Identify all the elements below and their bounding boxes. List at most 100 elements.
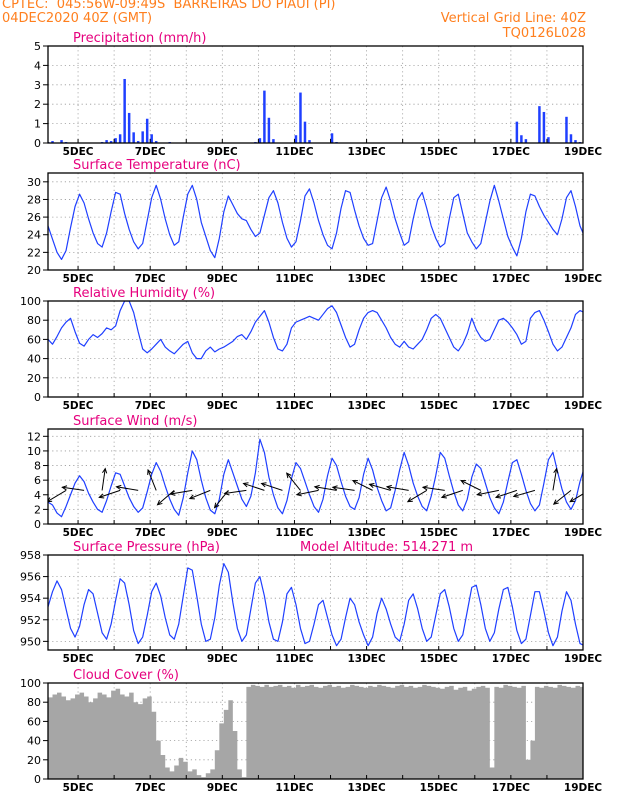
pressure-title: Surface Pressure (hPa) xyxy=(73,540,220,555)
rh-ytick-label: 100 xyxy=(20,295,41,308)
pressure-xtick-label: 5DEC xyxy=(63,653,94,665)
precip-bar xyxy=(263,90,266,143)
wind-arrow-head xyxy=(286,472,292,479)
temp-xtick-label: 13DEC xyxy=(347,273,386,285)
temp-title: Surface Temperature (nC) xyxy=(73,158,241,173)
rh-xtick-label: 11DEC xyxy=(275,400,314,412)
wind-xtick-label: 17DEC xyxy=(492,527,531,539)
temp-xtick-label: 11DEC xyxy=(275,273,314,285)
wind-xtick-label: 7DEC xyxy=(135,527,166,539)
precip-bar xyxy=(60,140,63,143)
pressure-series-line xyxy=(48,563,583,647)
wind-arrow xyxy=(62,486,85,491)
rh-xtick-label: 17DEC xyxy=(492,400,531,412)
wind-arrow-head xyxy=(102,467,108,474)
precip-ytick-label: 2 xyxy=(34,98,41,111)
wind-arrow-head xyxy=(406,497,413,503)
wind-arrow-head xyxy=(569,497,576,503)
pressure-ytick-label: 954 xyxy=(20,592,41,605)
precip-ytick-label: 1 xyxy=(34,118,41,131)
precip-bar xyxy=(547,137,550,143)
wind-arrow xyxy=(48,489,67,502)
wind-arrow xyxy=(513,489,536,497)
cloud-ytick-label: 60 xyxy=(27,715,41,728)
wind-arrow-head xyxy=(98,493,105,499)
wind-arrow xyxy=(286,472,301,491)
precip-bar xyxy=(127,112,131,143)
wind-arrow-head xyxy=(27,483,32,487)
rh-panel: 0 20 40 60 80 100 5DEC 7DEC 9DEC 11DEC 13DEC 15DEC 1… xyxy=(20,286,602,412)
precip-bar xyxy=(258,138,262,143)
wind-arrow-head xyxy=(440,493,447,499)
wind-xtick-label: 15DEC xyxy=(420,527,459,539)
precip-title: Precipitation (mm/h) xyxy=(73,31,206,46)
wind-arrow-head xyxy=(421,485,428,491)
rh-ytick-label: 60 xyxy=(27,333,41,346)
precip-bar xyxy=(610,140,612,143)
precip-frame xyxy=(47,45,584,144)
precip-bar xyxy=(105,140,108,143)
rh-xtick-label: 5DEC xyxy=(63,400,94,412)
cloud-title: Cloud Cover (%) xyxy=(73,668,179,683)
wind-arrow-head xyxy=(552,499,559,505)
rh-ytick-label: 80 xyxy=(27,314,41,327)
wind-arrow xyxy=(261,482,283,491)
wind-arrow xyxy=(189,489,211,500)
temp-ytick-label: 26 xyxy=(27,211,41,224)
precip-bar xyxy=(330,133,334,143)
rh-xtick-label: 15DEC xyxy=(420,400,459,412)
rh-series-line xyxy=(48,301,583,360)
wind-arrow xyxy=(101,468,106,491)
precip-marks xyxy=(48,78,612,143)
precip-bar xyxy=(272,139,275,143)
header-model-id: TQ0126L028 xyxy=(502,26,586,41)
wind-arrow-head xyxy=(368,482,375,489)
precip-bar xyxy=(565,116,568,143)
wind-arrow-head xyxy=(260,482,267,488)
wind-arrow xyxy=(116,486,139,491)
pressure-marks xyxy=(48,563,583,647)
wind-arrow-head xyxy=(512,492,519,498)
precip-bar xyxy=(299,92,302,143)
precip-bar xyxy=(574,140,577,143)
precip-bar xyxy=(267,117,271,143)
temp-xtick-label: 9DEC xyxy=(207,273,238,285)
precip-xtick-label: 11DEC xyxy=(275,146,314,158)
wind-arrow xyxy=(441,489,463,498)
temp-ytick-label: 20 xyxy=(27,264,41,277)
temp-xtick-label: 15DEC xyxy=(420,273,459,285)
precip-bar xyxy=(145,118,149,143)
wind-arrow xyxy=(99,489,121,498)
wind-arrow xyxy=(386,486,409,491)
wind-arrow-head xyxy=(61,485,68,491)
cloud-xtick-label: 15DEC xyxy=(420,782,459,794)
temp-xtick-label: 5DEC xyxy=(63,273,94,285)
temp-ytick-label: 28 xyxy=(27,193,41,206)
precip-bar xyxy=(601,112,603,143)
temp-xtick-label: 7DEC xyxy=(135,273,166,285)
precip-xtick-label: 7DEC xyxy=(135,146,166,158)
precip-panel: 0 1 2 3 4 5 5DEC 7DEC 9DEC 11DEC 13DEC 15DEC 17DEC 19… xyxy=(34,31,612,158)
wind-arrow xyxy=(369,483,391,491)
wind-arrow-head xyxy=(188,494,195,500)
precip-bar xyxy=(150,134,153,143)
wind-arrow xyxy=(147,469,157,491)
wind-arrow-head xyxy=(553,467,559,474)
wind-arrow-head xyxy=(115,484,122,491)
wind-title: Surface Wind (m/s) xyxy=(73,414,197,429)
pressure-xtick-label: 19DEC xyxy=(564,653,603,665)
wind-arrow-head xyxy=(223,490,230,496)
precip-bar xyxy=(118,134,122,143)
temp-xtick-label: 19DEC xyxy=(564,273,603,285)
precip-bar xyxy=(542,111,546,143)
wind-xtick-label: 11DEC xyxy=(275,527,314,539)
temp-frame xyxy=(47,172,584,271)
cloud-marks xyxy=(48,684,583,779)
wind-ytick-label: 2 xyxy=(34,503,41,516)
rh-xtick-label: 13DEC xyxy=(347,400,386,412)
cloud-ytick-label: 100 xyxy=(20,677,41,690)
wind-arrow-head xyxy=(147,468,153,475)
pressure-xtick-label: 13DEC xyxy=(347,653,386,665)
pressure-xtick-label: 7DEC xyxy=(135,653,166,665)
